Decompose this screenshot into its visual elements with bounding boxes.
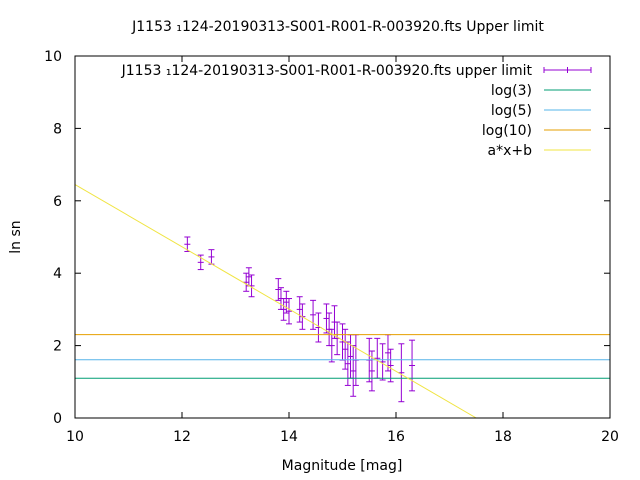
x-tick-label: 12 xyxy=(173,429,191,445)
y-tick-label: 2 xyxy=(53,339,62,355)
legend: J1153 ₁124-20190313-S001-R001-R-003920.f… xyxy=(121,63,592,159)
y-tick-label: 4 xyxy=(53,266,62,282)
data-point xyxy=(387,348,394,383)
data-point xyxy=(344,341,351,386)
data-point xyxy=(310,299,317,330)
y-axis-label: ln sn xyxy=(8,220,24,253)
data-point xyxy=(245,267,252,287)
data-point xyxy=(409,339,416,392)
plot-frame xyxy=(74,55,611,419)
data-point xyxy=(184,236,191,252)
data-point xyxy=(342,328,349,370)
y-tick-label: 10 xyxy=(44,49,62,65)
data-point xyxy=(323,303,330,334)
legend-label-4: a*x+b xyxy=(488,143,533,159)
y-tick-label: 6 xyxy=(53,194,62,210)
x-axis-label: Magnitude [mag] xyxy=(282,458,403,474)
legend-label-1: log(3) xyxy=(491,83,532,99)
data-point xyxy=(347,334,354,379)
data-point xyxy=(286,298,292,325)
legend-label-2: log(5) xyxy=(491,103,532,119)
plot-area xyxy=(75,184,610,418)
x-tick-label: 20 xyxy=(601,429,619,445)
data-point xyxy=(275,278,282,301)
data-point xyxy=(283,290,290,314)
data-point xyxy=(208,249,215,265)
fit-line xyxy=(75,184,477,418)
x-tick-label: 16 xyxy=(387,429,405,445)
x-tick-label: 14 xyxy=(280,429,298,445)
data-point xyxy=(398,343,405,403)
legend-label-0: J1153 ₁124-20190313-S001-R001-R-003920.f… xyxy=(121,63,533,79)
data-point xyxy=(243,272,250,292)
y-tick-label: 0 xyxy=(53,411,62,427)
chart-title: J1153 ₁124-20190313-S001-R001-R-003920.f… xyxy=(131,19,544,35)
y-tick-label: 8 xyxy=(53,121,62,137)
x-tick-label: 18 xyxy=(494,429,512,445)
axis-ticks: 10 12 14 16 18 20 0 2 4 6 8 10 xyxy=(44,49,619,445)
data-point xyxy=(374,337,381,379)
data-point xyxy=(296,296,303,323)
data-point xyxy=(350,345,357,397)
x-tick-label: 10 xyxy=(66,429,84,445)
legend-label-3: log(10) xyxy=(482,123,532,139)
